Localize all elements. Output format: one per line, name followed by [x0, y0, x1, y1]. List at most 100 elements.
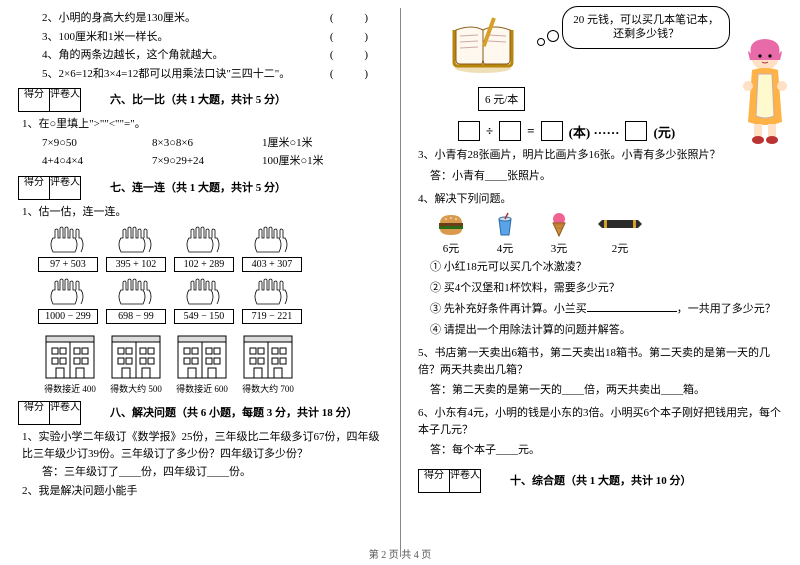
bubble-line2: 还剩多少钱？	[573, 27, 719, 41]
food-price: 4元	[490, 240, 520, 256]
q8-2: 2、我是解决问题小能手	[22, 483, 382, 500]
building-icon	[42, 330, 98, 380]
food-price: 6元	[436, 240, 466, 256]
hand-label: 719 − 221	[242, 309, 302, 324]
hand-icon	[43, 224, 93, 254]
building-item: 得数接近 600	[174, 330, 230, 395]
tf-item: 4、角的两条边越长，这个角就越大。( )	[18, 47, 382, 64]
q4: 4、解决下列问题。	[418, 191, 782, 208]
score-cell: 得分	[18, 88, 50, 112]
eq-equals: =	[527, 123, 534, 139]
food-item: 2元	[598, 211, 642, 256]
hand-icon	[179, 276, 229, 306]
grader-cell: 评卷人	[449, 469, 481, 493]
building-label: 得数接近 600	[174, 382, 230, 395]
q4-4: ④ 请提出一个用除法计算的问题并解答。	[430, 322, 782, 340]
q3-ans: 答：小青有____张照片。	[430, 167, 782, 183]
building-item: 得数大约 700	[240, 330, 296, 395]
hand-icon	[247, 276, 297, 306]
q7-1: 1、估一估，连一连。	[22, 204, 382, 221]
food-item: 3元	[544, 211, 574, 256]
score-cell: 得分	[18, 176, 50, 200]
building-item: 得数大约 500	[108, 330, 164, 395]
hand-icon	[111, 224, 161, 254]
blank-input[interactable]	[587, 300, 677, 312]
food-price: 3元	[544, 240, 574, 256]
tf-item: 2、小明的身高大约是130厘米。( )	[18, 10, 382, 27]
q4-1: ① 小红18元可以买几个冰激凌？	[430, 259, 782, 277]
q8-1-ans: 答：三年级订了____份，四年级订____份。	[18, 464, 382, 481]
building-item: 得数接近 400	[42, 330, 98, 395]
q4-2: ② 买4个汉堡和1杯饮料，需要多少元？	[430, 280, 782, 298]
grader-cell: 评卷人	[49, 88, 81, 112]
hand-label: 102 + 289	[174, 257, 234, 272]
building-icon	[108, 330, 164, 380]
q4-3a: ③ 先补充好条件再计算。小兰买	[430, 303, 587, 315]
hand-item: 549 − 150	[174, 276, 234, 324]
hand-label: 698 − 99	[106, 309, 166, 324]
hand-icon	[247, 224, 297, 254]
section-7-title: 七、连一连（共 1 大题，共计 5 分）	[110, 179, 286, 195]
hand-item: 395 + 102	[106, 224, 166, 272]
building-label: 得数接近 400	[42, 382, 98, 395]
tf-item: 5、2×6=12和3×4=12都可以用乘法口诀"三四十二"。( )	[18, 66, 382, 83]
tf-item: 3、100厘米和1米一样长。( )	[18, 29, 382, 46]
q6: 6、小东有4元，小明的钱是小东的3倍。小明买6个本子刚好把钱用完，每个本子几元？	[418, 405, 782, 438]
girl-icon	[736, 36, 794, 146]
eq-box[interactable]	[625, 121, 647, 141]
eq-unit1: (本) ······	[569, 122, 620, 141]
hand-item: 1000 − 299	[38, 276, 98, 324]
grader-cell: 评卷人	[49, 176, 81, 200]
grader-cell: 评卷人	[49, 401, 81, 425]
hand-item: 97 + 503	[38, 224, 98, 272]
building-icon	[240, 330, 296, 380]
q6-ans: 答：每个本子____元。	[430, 441, 782, 457]
hand-item: 698 − 99	[106, 276, 166, 324]
score-cell: 得分	[18, 401, 50, 425]
bubble-line1: 20 元钱，可以买几本笔记本，	[573, 13, 719, 27]
hand-item: 719 − 221	[242, 276, 302, 324]
eq-div: ÷	[486, 123, 493, 139]
food-icon	[436, 211, 466, 240]
q4-3: ③ 先补充好条件再计算。小兰买 ，一共用了多少元？	[430, 300, 782, 319]
page-footer: 第 2 页 共 4 页	[0, 546, 800, 561]
equation: ÷ = (本) ······ (元)	[458, 121, 782, 141]
q8-1: 1、实验小学二年级订《数学报》25份，三年级比二年级多订67份，四年级比三年级少…	[22, 429, 382, 462]
q5: 5、书店第一天卖出6箱书，第二天卖出18箱书。第二天卖的是第一天的几倍？两天共卖…	[418, 345, 782, 378]
hand-label: 549 − 150	[174, 309, 234, 324]
hand-label: 395 + 102	[106, 257, 166, 272]
hand-label: 1000 − 299	[38, 309, 98, 324]
hand-icon	[43, 276, 93, 306]
eq-unit2: (元)	[653, 122, 675, 141]
hand-item: 403 + 307	[242, 224, 302, 272]
building-icon	[174, 330, 230, 380]
section-8-title: 八、解决问题（共 6 小题，每题 3 分，共计 18 分）	[110, 404, 358, 420]
q4-3b: ，一共用了多少元？	[677, 303, 776, 315]
hand-icon	[111, 276, 161, 306]
eq-box[interactable]	[499, 121, 521, 141]
hand-label: 97 + 503	[38, 257, 98, 272]
compare-row: 7×9○508×3○8×61厘米○1米	[42, 135, 382, 152]
speech-bubble: 20 元钱，可以买几本笔记本， 还剩多少钱？	[562, 6, 730, 49]
hand-label: 403 + 307	[242, 257, 302, 272]
compare-row: 4+4○4×47×9○29+24100厘米○1米	[42, 153, 382, 170]
building-label: 得数大约 700	[240, 382, 296, 395]
section-10-title: 十、综合题（共 1 大题，共计 10 分）	[510, 472, 692, 488]
food-price: 2元	[598, 240, 642, 256]
q3: 3、小青有28张画片，明片比画片多16张。小青有多少张照片？	[418, 147, 782, 164]
notebook-icon	[448, 16, 518, 74]
section-6-title: 六、比一比（共 1 大题，共计 5 分）	[110, 91, 286, 107]
building-label: 得数大约 500	[108, 382, 164, 395]
food-item: 4元	[490, 211, 520, 256]
food-icon	[490, 211, 520, 240]
food-item: 6元	[436, 211, 466, 256]
q5-ans: 答：第二天卖的是第一天的____倍，两天共卖出____箱。	[430, 381, 782, 397]
q6-1: 1、在○里填上">""<""="。	[22, 116, 382, 133]
eq-box[interactable]	[458, 121, 480, 141]
eq-box[interactable]	[541, 121, 563, 141]
hand-icon	[179, 224, 229, 254]
score-cell: 得分	[418, 469, 450, 493]
food-icon	[544, 211, 574, 240]
price-box: 6 元/本	[478, 87, 525, 111]
hand-item: 102 + 289	[174, 224, 234, 272]
